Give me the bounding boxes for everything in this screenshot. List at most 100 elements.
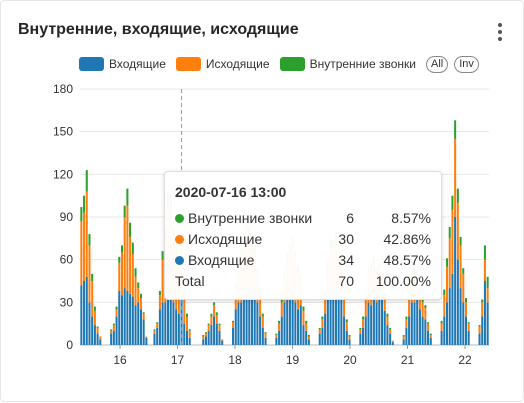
bar-segment-internal[interactable] — [131, 242, 134, 254]
bar-segment-incoming[interactable] — [80, 285, 83, 345]
bar-segment-incoming[interactable] — [110, 333, 113, 345]
bar-segment-incoming[interactable] — [440, 330, 443, 345]
bar-segment-incoming[interactable] — [288, 296, 291, 345]
bar-segment-incoming[interactable] — [345, 330, 348, 345]
bar-segment-incoming[interactable] — [408, 316, 411, 345]
bar-segment-internal[interactable] — [421, 299, 424, 303]
bar-segment-outgoing[interactable] — [137, 288, 140, 303]
bar-segment-internal[interactable] — [80, 207, 83, 222]
bar-segment-outgoing[interactable] — [85, 191, 88, 277]
bar-segment-internal[interactable] — [93, 306, 96, 311]
bar-segment-incoming[interactable] — [462, 302, 465, 345]
bar-segment-outgoing[interactable] — [139, 298, 142, 310]
bar-segment-outgoing[interactable] — [156, 323, 159, 328]
bar-segment-outgoing[interactable] — [402, 336, 405, 340]
bar-segment-internal[interactable] — [307, 335, 310, 337]
bar-segment-outgoing[interactable] — [348, 336, 351, 340]
bar-segment-outgoing[interactable] — [302, 310, 305, 326]
bar-segment-outgoing[interactable] — [120, 252, 123, 296]
bar-segment-internal[interactable] — [112, 323, 115, 326]
bar-segment-incoming[interactable] — [126, 290, 129, 345]
bar-segment-incoming[interactable] — [156, 327, 159, 345]
bar-segment-internal[interactable] — [302, 306, 305, 311]
bar-segment-internal[interactable] — [427, 322, 430, 324]
bar-segment-internal[interactable] — [456, 188, 459, 203]
bar-segment-outgoing[interactable] — [478, 326, 481, 334]
bar-segment-outgoing[interactable] — [318, 329, 321, 334]
bar-segment-outgoing[interactable] — [213, 305, 216, 317]
bar-segment-incoming[interactable] — [123, 288, 126, 345]
bar-segment-outgoing[interactable] — [275, 335, 278, 338]
bar-segment-outgoing[interactable] — [123, 217, 126, 289]
legend-item-incoming[interactable]: Входящие — [79, 57, 166, 71]
bar-segment-incoming[interactable] — [483, 281, 486, 345]
bar-segment-internal[interactable] — [483, 245, 486, 260]
bar-segment-internal[interactable] — [424, 305, 427, 309]
bar-segment-outgoing[interactable] — [202, 336, 205, 340]
bar-segment-outgoing[interactable] — [462, 273, 465, 303]
bar-segment-internal[interactable] — [454, 120, 457, 139]
bar-segment-internal[interactable] — [88, 234, 91, 246]
bar-segment-incoming[interactable] — [372, 295, 375, 345]
bar-segment-internal[interactable] — [275, 333, 278, 336]
bar-segment-internal[interactable] — [156, 322, 159, 324]
bar-segment-outgoing[interactable] — [215, 315, 218, 324]
bar-segment-incoming[interactable] — [158, 309, 161, 345]
bar-segment-outgoing[interactable] — [232, 322, 235, 328]
bar-segment-incoming[interactable] — [215, 323, 218, 345]
bar-segment-incoming[interactable] — [299, 305, 302, 345]
bar-segment-internal[interactable] — [232, 320, 235, 323]
bar-segment-outgoing[interactable] — [112, 325, 115, 331]
bar-segment-internal[interactable] — [278, 320, 281, 324]
bar-segment-incoming[interactable] — [129, 293, 132, 345]
bar-segment-internal[interactable] — [96, 326, 99, 328]
bar-segment-outgoing[interactable] — [467, 323, 470, 331]
bar-segment-incoming[interactable] — [172, 302, 175, 345]
bar-segment-outgoing[interactable] — [391, 340, 394, 343]
bar-segment-internal[interactable] — [118, 256, 121, 263]
bar-segment-outgoing[interactable] — [459, 245, 462, 289]
bar-segment-incoming[interactable] — [448, 288, 451, 345]
bar-segment-incoming[interactable] — [177, 313, 180, 345]
bar-segment-incoming[interactable] — [118, 290, 121, 345]
bar-segment-incoming[interactable] — [324, 313, 327, 345]
bar-segment-incoming[interactable] — [362, 327, 365, 345]
bar-segment-internal[interactable] — [215, 312, 218, 316]
bar-segment-incoming[interactable] — [242, 299, 245, 345]
bar-segment-incoming[interactable] — [145, 337, 148, 345]
bar-segment-outgoing[interactable] — [115, 309, 118, 317]
bar-segment-incoming[interactable] — [340, 299, 343, 345]
bar-segment-internal[interactable] — [440, 320, 443, 324]
bar-segment-outgoing[interactable] — [383, 296, 386, 311]
bar-segment-incoming[interactable] — [256, 302, 259, 345]
bar-segment-incoming[interactable] — [120, 295, 123, 345]
bar-segment-incoming[interactable] — [204, 336, 207, 345]
bar-segment-incoming[interactable] — [185, 330, 189, 345]
bar-segment-incoming[interactable] — [424, 319, 427, 345]
bar-segment-incoming[interactable] — [359, 333, 362, 345]
bar-segment-internal[interactable] — [402, 335, 405, 337]
bar-segment-outgoing[interactable] — [443, 295, 446, 317]
bar-segment-incoming[interactable] — [85, 276, 88, 345]
bar-segment-internal[interactable] — [305, 320, 308, 324]
bar-segment-internal[interactable] — [126, 188, 129, 206]
bar-segment-incoming[interactable] — [278, 330, 281, 345]
bar-segment-incoming[interactable] — [302, 325, 305, 345]
bar-segment-outgoing[interactable] — [161, 259, 164, 303]
bar-segment-outgoing[interactable] — [110, 330, 113, 334]
bar-segment-incoming[interactable] — [261, 327, 264, 345]
bar-segment-incoming[interactable] — [221, 340, 224, 345]
bar-segment-outgoing[interactable] — [343, 299, 346, 317]
bar-segment-internal[interactable] — [129, 222, 132, 237]
bar-segment-incoming[interactable] — [286, 295, 289, 345]
bar-segment-outgoing[interactable] — [364, 299, 367, 317]
bar-segment-outgoing[interactable] — [88, 245, 91, 303]
bar-segment-outgoing[interactable] — [129, 236, 132, 294]
bar-segment-internal[interactable] — [218, 323, 221, 326]
bar-segment-incoming[interactable] — [153, 333, 156, 345]
bar-segment-incoming[interactable] — [175, 309, 178, 345]
bar-segment-outgoing[interactable] — [96, 327, 99, 334]
bar-segment-outgoing[interactable] — [481, 302, 484, 317]
bar-segment-outgoing[interactable] — [210, 316, 213, 326]
bar-segment-outgoing[interactable] — [131, 253, 134, 297]
